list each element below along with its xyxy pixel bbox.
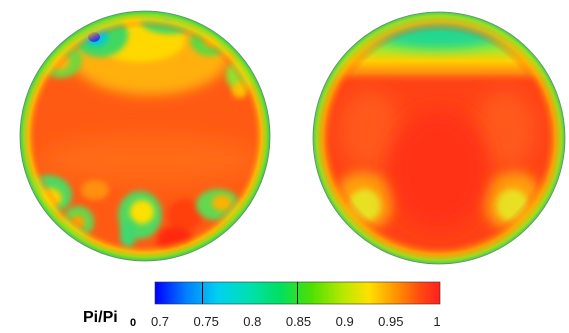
colorbar-tick-label: 0.85	[286, 314, 311, 329]
colorbar-ticks: 0.7 0.75 0.8 0.85 0.9 0.95 1	[151, 314, 441, 329]
colorbar-tick-label: 0.95	[378, 314, 403, 329]
left-contour-panel	[18, 6, 272, 263]
colorbar-tick-label: 0.7	[151, 314, 169, 329]
colorbar-tick-label: 0.75	[194, 314, 219, 329]
colorbar-title-subscript: 0	[130, 317, 136, 329]
colorbar-tick-label: 0.8	[243, 314, 261, 329]
colorbar-tick-label: 0.9	[336, 314, 354, 329]
colorbar-title: Pi/Pi	[83, 309, 118, 326]
colorbar: Pi/Pi 0 0.7 0.75 0.8 0.85 0.9 0.95 1	[83, 282, 441, 329]
right-contour-panel	[313, 12, 565, 264]
colorbar-tick-label: 1	[433, 314, 440, 329]
